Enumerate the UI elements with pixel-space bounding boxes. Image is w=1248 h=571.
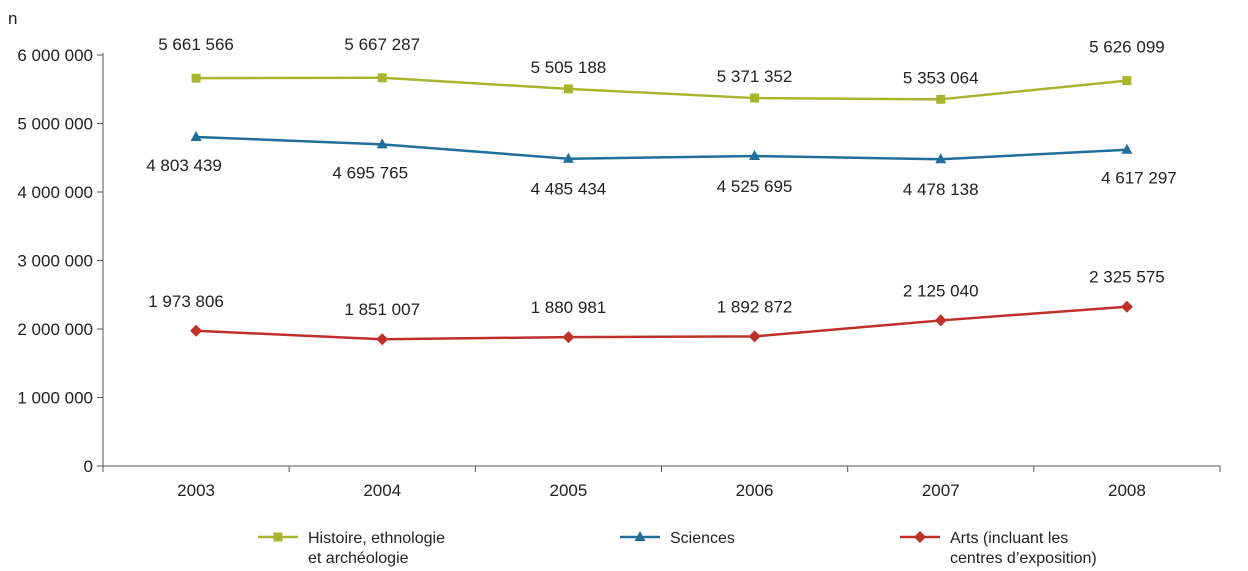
data-label: 1 880 981	[531, 298, 607, 317]
data-label: 5 626 099	[1089, 38, 1165, 57]
data-point-marker	[1122, 76, 1132, 86]
legend-label: centres d’exposition)	[950, 550, 1097, 567]
data-point-marker	[377, 73, 387, 83]
data-label: 5 371 352	[717, 67, 793, 86]
series-layer	[190, 73, 1133, 346]
legend-item-2: Arts (incluant les centres d’exposition)	[900, 530, 1097, 567]
data-label: 1 973 806	[148, 292, 224, 311]
axes-layer: n 0 1 000 000 2 000 000 3 000 000 4 000 000 5 …	[8, 9, 1221, 500]
data-label: 2 325 575	[1089, 268, 1165, 287]
data-label: 4 695 765	[332, 163, 408, 182]
x-tick-label: 2005	[550, 481, 588, 500]
data-point-marker	[191, 73, 201, 83]
data-point-marker	[935, 153, 947, 164]
x-tick-label: 2006	[736, 481, 774, 500]
data-label: 2 125 040	[903, 281, 979, 300]
data-point-marker	[562, 331, 575, 344]
data-point-marker	[748, 330, 761, 343]
data-point-marker	[1121, 143, 1133, 154]
data-point-marker	[562, 152, 574, 163]
x-tick-label: 2007	[922, 481, 960, 500]
legend-label: et archéologie	[308, 550, 409, 567]
legend-swatch-marker	[914, 531, 926, 543]
data-label: 4 803 439	[146, 156, 222, 175]
data-labels-layer: 5 661 566 5 667 287 5 505 188 5 371 352 5 35…	[146, 35, 1176, 319]
y-tick-label: 5 000 000	[17, 115, 93, 134]
data-point-marker	[563, 84, 573, 94]
data-point-marker	[934, 314, 947, 327]
legend-swatch-marker	[634, 531, 646, 541]
legend-label: Sciences	[670, 530, 735, 547]
data-point-marker	[1120, 300, 1133, 313]
data-label: 5 661 566	[158, 35, 234, 54]
y-tick-label: 4 000 000	[17, 183, 93, 202]
legend: Histoire, ethnologie et archéologie Scienc…	[258, 530, 1097, 567]
data-point-marker	[376, 333, 389, 346]
data-point-marker	[749, 149, 761, 160]
data-point-marker	[190, 130, 202, 141]
data-label: 4 478 138	[903, 180, 979, 199]
x-tick-label: 2004	[363, 481, 401, 500]
data-label: 4 617 297	[1101, 169, 1177, 188]
y-tick-label: 6 000 000	[17, 46, 93, 65]
data-label: 1 892 872	[717, 297, 793, 316]
data-label: 4 485 434	[531, 180, 607, 199]
data-label: 5 667 287	[344, 35, 420, 54]
data-label: 5 505 188	[531, 58, 607, 77]
data-point-marker	[190, 324, 203, 337]
legend-label: Arts (incluant les	[950, 530, 1068, 547]
legend-item-1: Sciences	[620, 530, 735, 547]
data-label: 5 353 064	[903, 68, 979, 87]
y-tick-label: 2 000 000	[17, 320, 93, 339]
series-line-0	[196, 76, 1128, 101]
series-line-1	[196, 135, 1127, 161]
y-tick-label: 0	[84, 457, 93, 476]
data-label: 1 851 007	[344, 300, 420, 319]
legend-swatch-marker	[273, 532, 283, 542]
legend-item-0: Histoire, ethnologie et archéologie	[258, 530, 445, 567]
y-tick-label: 3 000 000	[17, 252, 93, 271]
series-line-2	[196, 305, 1128, 341]
legend-label: Histoire, ethnologie	[308, 530, 445, 547]
data-point-marker	[750, 93, 760, 103]
x-tick-label: 2003	[177, 481, 215, 500]
data-label: 4 525 695	[717, 177, 793, 196]
data-point-marker	[376, 138, 388, 149]
x-tick-label: 2008	[1108, 481, 1146, 500]
y-tick-label: 1 000 000	[17, 389, 93, 408]
data-point-marker	[936, 94, 946, 104]
y-axis-label: n	[8, 9, 17, 28]
